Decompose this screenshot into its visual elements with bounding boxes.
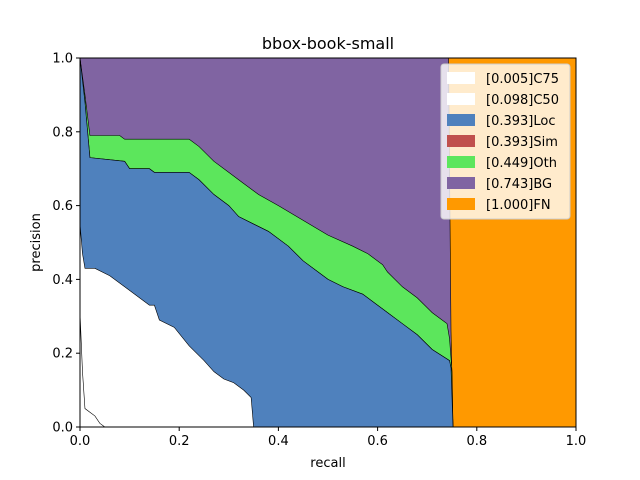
legend-swatch-loc (447, 114, 475, 126)
x-axis: 0.0 0.2 0.4 0.6 0.8 1.0 (70, 427, 587, 449)
y-axis: 0.0 0.2 0.4 0.6 0.8 1.0 (52, 52, 80, 436)
legend-label-c75: [0.005]C75 (486, 72, 559, 87)
chart-title: bbox-book-small (262, 34, 394, 53)
y-tick-label: 0.0 (52, 421, 73, 436)
legend-swatch-bg (447, 177, 475, 189)
y-axis-label: precision (29, 213, 44, 272)
plot-frame (79, 57, 577, 428)
y-tick-label: 0.2 (52, 347, 73, 362)
x-tick-label: 0.8 (466, 434, 487, 449)
legend-label-oth: [0.449]Oth (486, 156, 557, 171)
x-tick-label: 0.6 (367, 434, 388, 449)
x-tick-label: 1.0 (566, 434, 587, 449)
x-tick-label: 0.0 (70, 434, 91, 449)
legend-swatch-c75 (447, 72, 475, 84)
series-areas (79, 57, 577, 428)
legend-swatch-oth (447, 156, 475, 168)
x-tick-label: 0.2 (169, 434, 190, 449)
area-c50 (79, 224, 254, 428)
y-tick-label: 0.6 (52, 199, 73, 214)
legend-label-c50: [0.098]C50 (486, 93, 559, 108)
x-tick-label: 0.4 (268, 434, 289, 449)
y-tick-label: 0.8 (52, 125, 73, 140)
x-axis-label: recall (310, 456, 345, 471)
legend-label-loc: [0.393]Loc (486, 114, 555, 129)
legend-label-fn: [1.000]FN (486, 198, 551, 213)
y-tick-label: 0.4 (52, 273, 73, 288)
legend-label-sim: [0.393]Sim (486, 135, 558, 150)
legend-swatch-fn (447, 198, 475, 210)
legend-swatch-sim (447, 135, 475, 147)
legend: [0.005]C75 [0.098]C50 [0.393]Loc [0.393]Sim… (440, 63, 571, 220)
legend-swatch-c50 (447, 93, 475, 105)
y-tick-label: 1.0 (52, 52, 73, 67)
legend-label-bg: [0.743]BG (486, 177, 552, 192)
